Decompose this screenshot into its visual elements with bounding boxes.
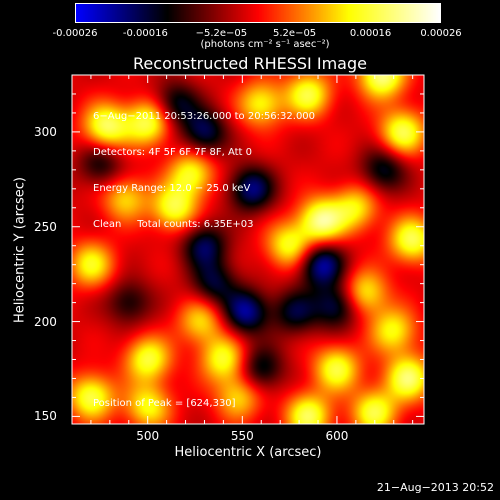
x-axis-label: Heliocentric X (arcsec)	[174, 445, 322, 460]
chart-title: Reconstructed RHESSI Image	[133, 54, 367, 73]
footer-date: 21−Aug−2013 20:52	[376, 481, 494, 494]
x-tick-label: 550	[230, 429, 254, 443]
y-tick-label: 300	[34, 124, 57, 139]
colorbar-tick-label: -0.00016	[122, 28, 168, 39]
annotation-peak: Position of Peak = [624,330]	[93, 398, 236, 409]
colorbar-tick-label: -0.00026	[52, 28, 98, 39]
y-axis-label: Heliocentric Y (arcsec)	[12, 177, 28, 323]
annotation-time: 6−Aug−2011 20:53:26.000 to 20:56:32.000	[93, 111, 316, 122]
colorbar-tick-label: 5.2e−05	[273, 28, 317, 39]
y-tick-label: 150	[34, 409, 57, 424]
x-tick-label: 600	[325, 429, 349, 443]
colorbar-units: (photons cm⁻² s⁻¹ asec⁻²)	[200, 39, 330, 50]
annotation-info: 6−Aug−2011 20:53:26.000 to 20:56:32.000 …	[93, 87, 315, 243]
heatmap-plot	[72, 75, 424, 424]
plot-frame	[71, 74, 425, 425]
x-tick-label: 500	[136, 429, 160, 443]
colorbar-tick-label: 0.00016	[349, 28, 392, 39]
colorbar-tick-label: 0.00026	[420, 28, 462, 39]
annotation-counts: Clean Total counts: 6.35E+03	[93, 219, 254, 230]
colorbar-gradient	[76, 4, 440, 22]
colorbar	[75, 3, 441, 23]
colorbar-tick-label: −5.2e−05	[195, 28, 248, 39]
annotation-detectors: Detectors: 4F 5F 6F 7F 8F, Att 0	[93, 147, 253, 158]
annotation-energy: Energy Range: 12.0 − 25.0 keV	[93, 183, 251, 194]
y-tick-label: 250	[34, 219, 57, 234]
y-tick-label: 200	[34, 314, 57, 329]
